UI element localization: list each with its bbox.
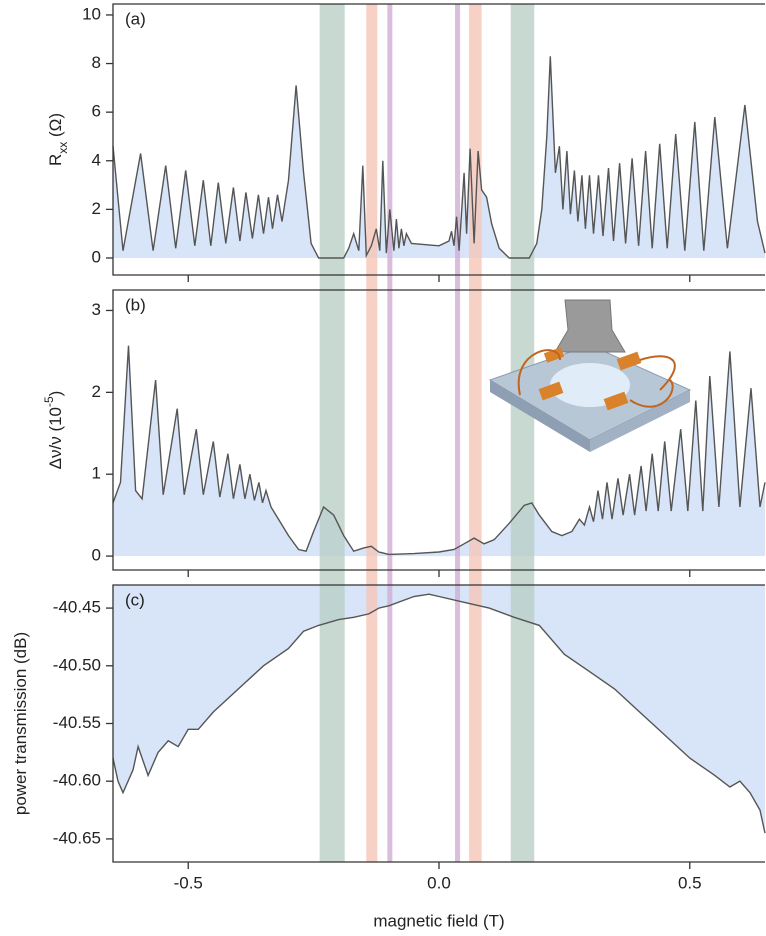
inset-glow <box>550 363 630 407</box>
y-tick-label: 1 <box>92 464 101 483</box>
area-fill <box>113 345 765 557</box>
fills <box>113 56 765 834</box>
data-line <box>112 56 766 259</box>
y-tick-label: -40.50 <box>53 655 101 674</box>
y-label-part: (Ω) <box>46 113 65 142</box>
panel-label: (c) <box>125 590 145 609</box>
inset-contact <box>603 391 629 411</box>
highlight-band <box>510 4 535 862</box>
highlight-band <box>469 4 482 862</box>
y-label-part: -5 <box>42 396 56 407</box>
highlight-band <box>455 4 461 862</box>
y-tick-label: 8 <box>92 53 101 72</box>
y-axis-label: power transmission (dB) <box>11 632 30 815</box>
y-tick-label: -40.45 <box>53 598 101 617</box>
inset-slab-side <box>590 390 690 452</box>
axis-frame <box>112 3 765 276</box>
inset-contact <box>538 381 564 401</box>
y-tick-label: 0 <box>92 546 101 565</box>
inset-pillar <box>554 299 626 353</box>
y-label-part: R <box>46 154 65 166</box>
area-fill <box>113 585 765 834</box>
y-tick-label: 4 <box>92 150 101 169</box>
inset-contact <box>616 351 642 371</box>
y-tick-label: 10 <box>82 4 101 23</box>
inset-slab-side <box>490 380 590 452</box>
x-tick-label: 0.5 <box>678 873 702 892</box>
y-axis-label: Δν/ν (10-5) <box>42 391 65 470</box>
inset-contact <box>543 347 565 363</box>
data-line <box>112 593 766 834</box>
x-axis-label: magnetic field (T) <box>373 911 504 930</box>
y-tick-label: 0 <box>92 247 101 266</box>
data-line <box>112 345 766 556</box>
bands <box>319 4 535 862</box>
x-tick-label: -0.5 <box>174 873 203 892</box>
y-tick-label: -40.55 <box>53 713 101 732</box>
y-label-part: xx <box>56 142 70 154</box>
y-tick-label: -40.65 <box>53 828 101 847</box>
y-tick-label: 2 <box>92 199 101 218</box>
axes: 0 2 4 6 8 10 (a) Rxx (Ω) 0 1 2 3 (b) Δν/ν (10-5) -40.4… <box>11 3 766 930</box>
y-axis-label: Rxx (Ω) <box>46 113 70 166</box>
area-fill <box>113 56 765 258</box>
y-label-part: power transmission (dB) <box>11 632 30 815</box>
y-tick-label: 3 <box>92 300 101 319</box>
x-tick-label: 0.0 <box>427 873 451 892</box>
y-tick-label: 2 <box>92 382 101 401</box>
highlight-band <box>319 4 345 862</box>
panel-label: (b) <box>125 295 146 314</box>
y-tick-label: -40.60 <box>53 771 101 790</box>
highlight-band <box>366 4 378 862</box>
inset-illustration <box>488 299 692 452</box>
panel-label: (a) <box>125 9 146 28</box>
inset-wire <box>517 349 676 408</box>
y-tick-label: 6 <box>92 102 101 121</box>
highlight-band <box>387 4 393 862</box>
y-label-part: Δν/ν (10 <box>46 407 65 469</box>
y-label-part: ) <box>46 391 65 397</box>
